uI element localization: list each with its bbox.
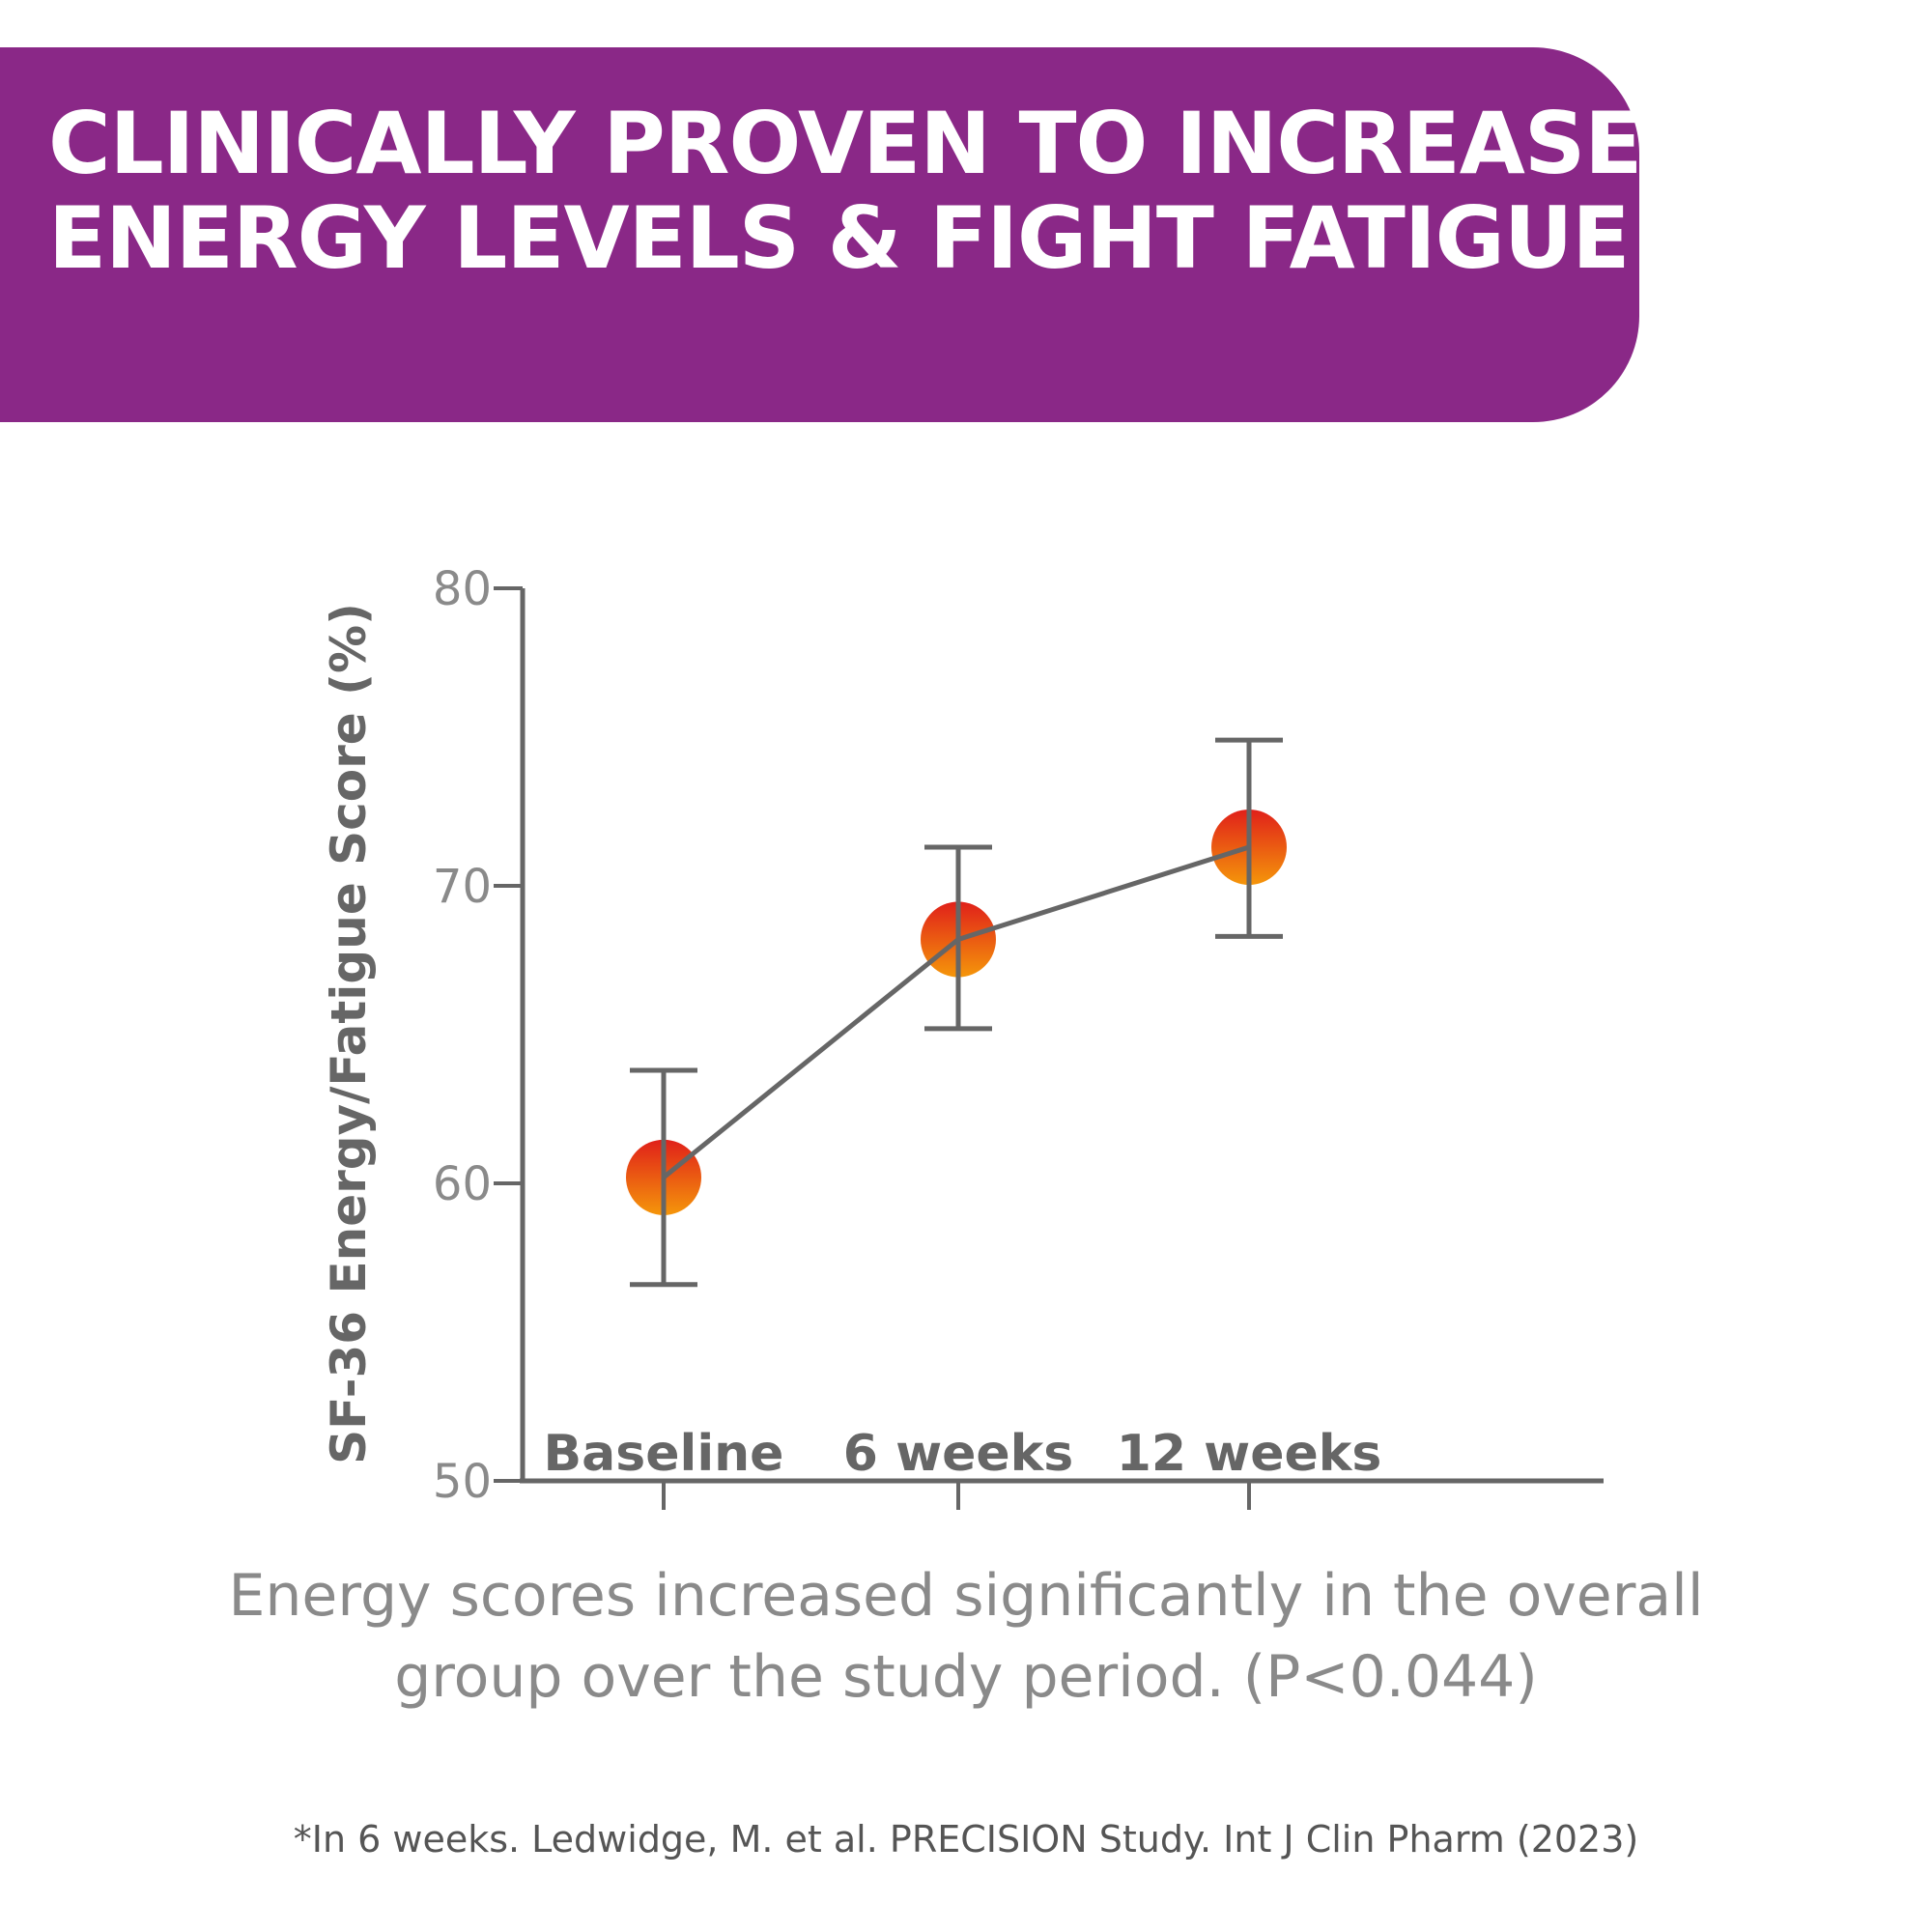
title-line-2: ENERGY LEVELS & FIGHT FATIGUE [48,188,1630,288]
footnote: *In 6 weeks. Ledwidge, M. et al. PRECISI… [293,1818,1639,1861]
y-tick-label: 50 [433,1455,492,1509]
x-tick-label: 6 weeks [843,1425,1073,1483]
y-axis-label: SF-36 Energy/Fatigue Score (%) [321,603,377,1464]
series-line [662,844,1250,1179]
x-tick-label: Baseline [544,1425,784,1483]
x-tick-label: 12 weeks [1117,1425,1382,1483]
caption-line-1: Energy scores increased significantly in… [228,1562,1704,1630]
y-tick-label: 60 [433,1157,492,1211]
page-title: CLINICALLY PROVEN TO INCREASE ENERGY LEV… [48,94,1658,288]
title-footnote-mark: * [1642,231,1658,265]
caption-line-2: group over the study period. (P<0.044) [394,1643,1538,1711]
y-tick-label: 80 [433,562,492,616]
chart-caption: Energy scores increased significantly in… [0,1555,1932,1718]
title-line-1: CLINICALLY PROVEN TO INCREASE [48,94,1642,193]
title-banner [0,47,1639,422]
y-tick-label: 70 [433,860,492,914]
